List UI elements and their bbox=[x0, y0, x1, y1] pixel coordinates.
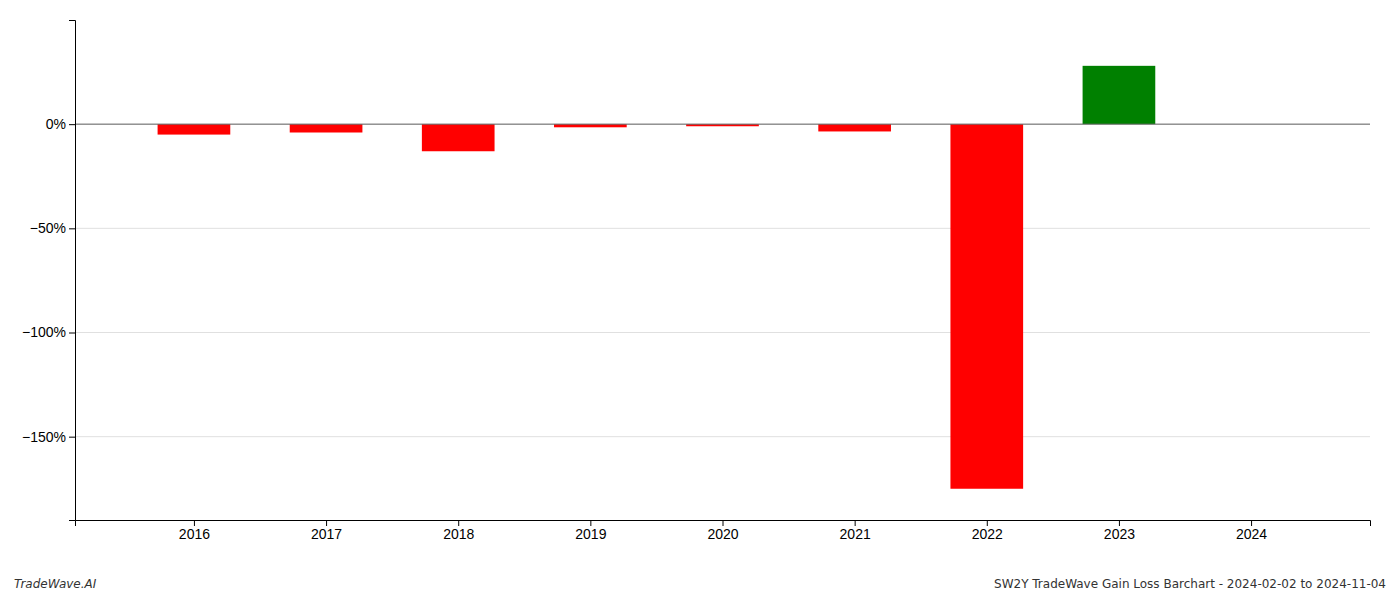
grid-line bbox=[75, 332, 1370, 333]
y-tick-label: −100% bbox=[22, 324, 66, 340]
bar bbox=[158, 124, 231, 134]
bars bbox=[158, 66, 1156, 489]
bar bbox=[818, 124, 891, 131]
plot: 0% −50% −100% −150% 2016 2017 2018 2019 2020 2021… bbox=[22, 21, 1370, 542]
y-axis: 0% −50% −100% −150% bbox=[22, 21, 75, 521]
y-tick-label: −50% bbox=[30, 220, 66, 236]
x-tick: 2021 bbox=[840, 520, 871, 542]
x-tick-label: 2024 bbox=[1236, 526, 1267, 542]
x-tick: 2017 bbox=[311, 520, 342, 542]
x-tick: 2019 bbox=[575, 520, 606, 542]
x-tick-label: 2018 bbox=[443, 526, 474, 542]
y-tick: −100% bbox=[22, 324, 75, 340]
y-tick: −50% bbox=[30, 220, 75, 236]
bar bbox=[422, 124, 495, 151]
footer-text: SW2Y TradeWave Gain Loss Barchart - 2024… bbox=[994, 577, 1386, 591]
y-tick-mark bbox=[69, 333, 75, 334]
grid bbox=[75, 124, 1370, 437]
x-tick: 2022 bbox=[972, 520, 1003, 542]
x-tick-label: 2022 bbox=[972, 526, 1003, 542]
y-tick-mark bbox=[69, 124, 75, 125]
chart: 0% −50% −100% −150% 2016 2017 2018 2019 2020 2021… bbox=[0, 0, 1400, 600]
x-tick: 2020 bbox=[707, 520, 738, 542]
y-tick-mark bbox=[69, 228, 75, 229]
y-axis-line bbox=[69, 21, 76, 521]
x-tick: 2018 bbox=[443, 520, 474, 542]
footer-text: TradeWave.AI bbox=[14, 577, 97, 591]
zero-line bbox=[75, 124, 1370, 125]
bar bbox=[290, 124, 363, 132]
x-tick: 2024 bbox=[1236, 520, 1267, 542]
bar bbox=[950, 124, 1023, 489]
x-tick-label: 2017 bbox=[311, 526, 342, 542]
y-tick-mark bbox=[69, 437, 75, 438]
x-tick-label: 2016 bbox=[179, 526, 210, 542]
y-tick: −150% bbox=[22, 429, 75, 445]
x-tick: 2016 bbox=[179, 520, 210, 542]
y-tick-label: −150% bbox=[22, 429, 66, 445]
x-tick-label: 2021 bbox=[840, 526, 871, 542]
x-tick-label: 2020 bbox=[707, 526, 738, 542]
x-tick-label: 2023 bbox=[1104, 526, 1135, 542]
grid-line bbox=[75, 228, 1370, 229]
x-axis: 2016 2017 2018 2019 2020 2021 2022 2023 2024 bbox=[76, 520, 1371, 542]
grid-line bbox=[75, 124, 1370, 125]
y-tick-label: 0% bbox=[46, 116, 66, 132]
x-tick: 2023 bbox=[1104, 520, 1135, 542]
bar bbox=[1083, 66, 1156, 124]
y-tick: 0% bbox=[46, 116, 75, 132]
x-tick-label: 2019 bbox=[575, 526, 606, 542]
grid-line bbox=[75, 436, 1370, 437]
